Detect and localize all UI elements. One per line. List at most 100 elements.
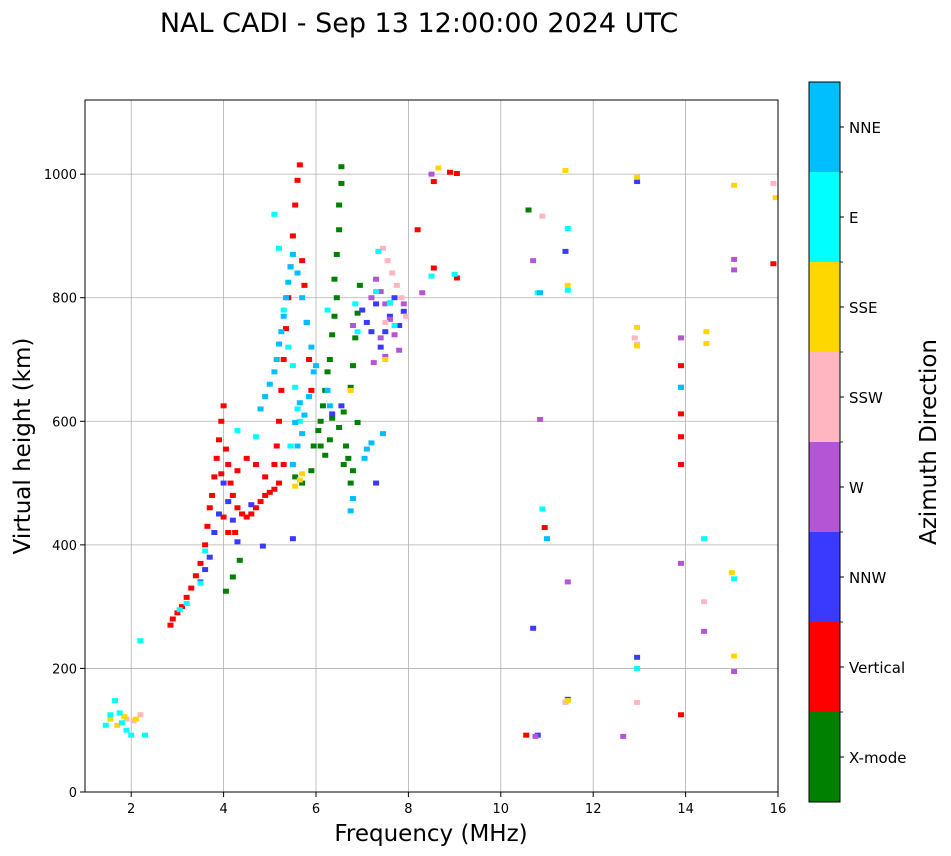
- data-point: [338, 403, 345, 409]
- colorbar: X-mode Vertical NNW W SSW SSE E NNE: [808, 81, 906, 803]
- data-point: [280, 313, 287, 319]
- data-point: [349, 496, 356, 502]
- data-point: [382, 353, 389, 359]
- data-point: [333, 251, 340, 257]
- data-point: [132, 716, 139, 722]
- data-point: [379, 245, 386, 251]
- data-point: [677, 462, 684, 468]
- data-point: [319, 403, 326, 409]
- series-vertical: [167, 162, 777, 738]
- data-point: [292, 483, 299, 489]
- colorbar-category-label: W: [849, 479, 864, 497]
- data-point: [453, 275, 460, 281]
- y-tick-label: 800: [52, 292, 77, 307]
- data-point: [677, 712, 684, 718]
- data-point: [701, 599, 708, 605]
- data-point: [373, 480, 380, 486]
- data-point: [220, 514, 227, 520]
- data-point: [370, 360, 377, 366]
- data-point: [701, 628, 708, 634]
- data-point: [322, 452, 329, 458]
- data-point: [222, 446, 229, 452]
- x-tick-label: 6: [312, 802, 320, 817]
- data-point: [375, 248, 382, 254]
- data-point: [301, 282, 308, 288]
- data-point: [232, 530, 239, 535]
- data-point: [677, 363, 684, 369]
- data-point: [107, 712, 114, 718]
- data-point: [377, 335, 384, 341]
- data-point: [229, 517, 236, 523]
- data-point: [731, 669, 738, 675]
- data-point: [382, 329, 389, 335]
- x-tick-label: 4: [219, 802, 227, 817]
- colorbar-category-label: Vertical: [849, 659, 905, 677]
- data-point: [368, 440, 375, 446]
- data-point: [102, 722, 109, 728]
- data-point: [368, 295, 375, 301]
- colorbar-segment: [809, 442, 840, 532]
- data-point: [539, 213, 546, 219]
- data-point: [225, 462, 232, 468]
- data-point: [382, 301, 389, 307]
- series-x-mode: [222, 164, 532, 594]
- data-point: [324, 387, 331, 393]
- data-point: [174, 610, 181, 616]
- data-point: [634, 654, 641, 660]
- data-point: [313, 363, 319, 369]
- data-point: [731, 576, 738, 582]
- x-tick-label: 8: [404, 802, 412, 817]
- data-point: [167, 622, 174, 628]
- series-ssw: [123, 180, 777, 724]
- series-sse: [107, 165, 779, 728]
- colorbar-segment: [809, 172, 840, 262]
- data-point: [289, 363, 296, 369]
- data-point: [315, 428, 322, 434]
- data-point: [116, 710, 123, 716]
- colorbar-category-label: SSW: [849, 389, 883, 407]
- data-point: [384, 258, 391, 264]
- data-point: [340, 462, 347, 468]
- data-point: [213, 455, 220, 461]
- data-point: [677, 384, 684, 390]
- data-point: [308, 468, 315, 474]
- data-point: [294, 443, 301, 449]
- data-point: [386, 313, 393, 319]
- data-point: [333, 295, 340, 301]
- data-point: [121, 714, 128, 720]
- data-point: [188, 585, 195, 591]
- data-point: [359, 307, 366, 313]
- data-point: [276, 341, 283, 347]
- x-tick-label: 14: [677, 802, 694, 817]
- data-point: [271, 486, 278, 492]
- data-point: [634, 343, 641, 349]
- data-point: [562, 248, 569, 254]
- data-point: [271, 211, 278, 217]
- data-point: [631, 335, 638, 341]
- data-point: [349, 363, 356, 369]
- data-point: [331, 313, 338, 319]
- data-point: [326, 403, 333, 409]
- data-point: [252, 505, 259, 511]
- data-point: [289, 251, 296, 257]
- data-point: [354, 310, 361, 316]
- data-point: [308, 387, 315, 393]
- data-point: [299, 471, 306, 477]
- colorbar-segment: [809, 532, 840, 622]
- data-point: [772, 195, 779, 201]
- data-point: [289, 536, 296, 542]
- data-point: [310, 443, 317, 449]
- data-point: [373, 276, 380, 282]
- data-point: [296, 477, 303, 483]
- data-point: [393, 282, 400, 288]
- data-point: [541, 525, 548, 531]
- data-point: [428, 273, 435, 279]
- data-point: [453, 171, 460, 177]
- data-point: [634, 324, 641, 330]
- data-point: [677, 560, 684, 566]
- data-point: [114, 722, 121, 728]
- data-point: [324, 307, 331, 313]
- data-point: [294, 406, 301, 412]
- data-point: [257, 499, 264, 505]
- data-point: [728, 570, 735, 576]
